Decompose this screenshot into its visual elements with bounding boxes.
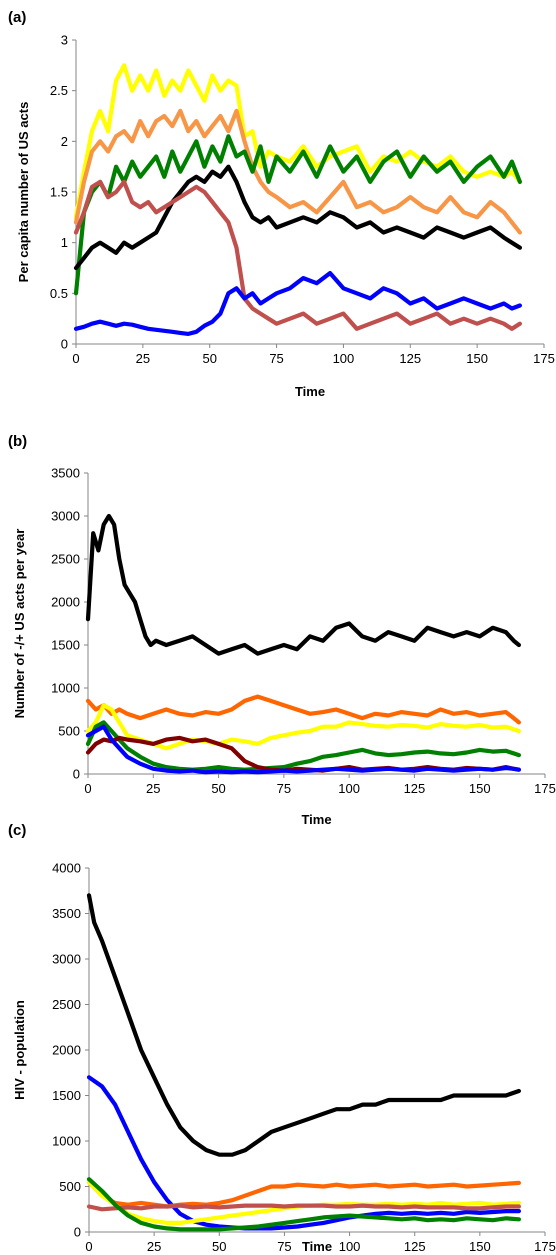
x-tick-label: 125 [399, 351, 421, 366]
x-tick-label: 75 [277, 781, 291, 796]
x-tick-label: 50 [212, 1239, 226, 1254]
series-line-4 [73, 179, 523, 331]
y-tick-label: 3000 [51, 509, 80, 524]
y-tick-label: 2000 [52, 1043, 81, 1058]
x-tick-label: 0 [72, 351, 79, 366]
y-axis-title: HIV - population [12, 1000, 27, 1100]
x-tick-label: 150 [469, 1239, 491, 1254]
panel-label: (a) [8, 9, 26, 26]
y-tick-label: 2 [61, 134, 68, 149]
chart-panel-0: (a) 0 0.5 1 1.5 2 2.5 3 0 25 50 75 100 125 150 175 Time P… [8, 9, 555, 399]
chart-panel-2: (c) 0 500 1000 1500 2000 2500 3000 3500 4000 0 25 50… [8, 822, 556, 1254]
y-tick-label: 1.5 [50, 185, 68, 200]
series-line-0 [85, 513, 522, 656]
y-tick-label: 2000 [51, 595, 80, 610]
y-axis-title: Per capita number of US acts [16, 102, 31, 283]
y-tick-label: 3000 [52, 952, 81, 967]
y-tick-label: 0 [74, 1225, 81, 1240]
series-line-1 [86, 1075, 522, 1231]
y-tick-label: 3500 [51, 466, 80, 481]
y-tick-label: 3 [61, 33, 68, 48]
y-tick-label: 0 [61, 337, 68, 352]
y-tick-label: 0 [73, 767, 80, 782]
x-tick-label: 100 [338, 781, 360, 796]
x-tick-label: 25 [136, 351, 150, 366]
x-tick-label: 150 [469, 781, 491, 796]
x-tick-label: 50 [211, 781, 225, 796]
x-tick-label: 75 [277, 1239, 291, 1254]
y-tick-label: 2.5 [50, 83, 68, 98]
series-line-4 [86, 1203, 522, 1212]
series-line-2 [73, 134, 523, 296]
y-tick-label: 4000 [52, 861, 81, 876]
series-line-0 [86, 893, 522, 1157]
panel-label: (c) [8, 822, 26, 839]
series-line-5 [86, 1177, 522, 1232]
series-line-3 [85, 720, 522, 772]
y-tick-label: 1000 [51, 681, 80, 696]
y-tick-label: 500 [58, 724, 80, 739]
x-tick-label: 125 [404, 781, 426, 796]
series-line-3 [86, 1179, 522, 1226]
chart-panel-1: (b) 0 500 1000 1500 2000 2500 3000 3500 0 25 50 75 10… [8, 433, 556, 827]
x-tick-label: 0 [84, 781, 91, 796]
x-tick-label: 125 [404, 1239, 426, 1254]
series-line-1 [85, 694, 522, 725]
y-tick-label: 0.5 [50, 286, 68, 301]
x-tick-label: 175 [534, 1239, 556, 1254]
y-tick-label: 1500 [51, 638, 80, 653]
y-tick-label: 1000 [52, 1134, 81, 1149]
series-line-5 [73, 271, 523, 336]
x-tick-label: 50 [202, 351, 216, 366]
x-tick-label: 100 [339, 1239, 361, 1254]
x-axis-title: Time [302, 1239, 332, 1254]
y-tick-label: 500 [59, 1179, 81, 1194]
y-tick-label: 1500 [52, 1088, 81, 1103]
x-tick-label: 25 [146, 781, 160, 796]
x-tick-label: 175 [534, 781, 556, 796]
x-tick-label: 75 [269, 351, 283, 366]
x-tick-label: 150 [466, 351, 488, 366]
x-tick-label: 100 [333, 351, 355, 366]
x-tick-label: 0 [85, 1239, 92, 1254]
series-line-5 [85, 724, 522, 775]
series-line-0 [73, 63, 523, 220]
y-tick-label: 2500 [51, 552, 80, 567]
series-line-3 [73, 164, 523, 271]
panel-label: (b) [8, 433, 27, 450]
y-axis-title: Number of -/+ US acts per year [12, 529, 27, 719]
x-tick-label: 175 [533, 351, 555, 366]
x-axis-title: Time [301, 812, 331, 827]
y-tick-label: 1 [61, 235, 68, 250]
x-tick-label: 25 [147, 1239, 161, 1254]
y-tick-label: 3500 [52, 906, 81, 921]
x-axis-title: Time [295, 384, 325, 399]
y-tick-label: 2500 [52, 997, 81, 1012]
